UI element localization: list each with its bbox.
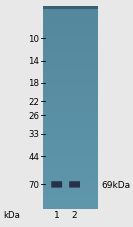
Text: 44: 44 bbox=[28, 152, 39, 161]
Text: 2: 2 bbox=[72, 210, 77, 219]
Bar bbox=[43, 54, 98, 57]
Bar bbox=[43, 202, 98, 205]
Bar bbox=[43, 155, 98, 158]
Bar bbox=[43, 71, 98, 74]
Bar bbox=[43, 7, 98, 10]
Bar bbox=[43, 168, 98, 172]
Bar bbox=[43, 44, 98, 47]
Bar bbox=[43, 165, 98, 168]
Bar bbox=[43, 141, 98, 145]
Bar bbox=[43, 108, 98, 111]
Bar bbox=[43, 199, 98, 202]
Bar bbox=[43, 40, 98, 44]
Bar bbox=[43, 104, 98, 108]
Bar bbox=[43, 81, 98, 84]
Bar bbox=[43, 135, 98, 138]
Bar bbox=[43, 131, 98, 135]
Bar bbox=[43, 182, 98, 185]
Bar bbox=[43, 152, 98, 155]
Bar bbox=[43, 125, 98, 128]
Bar bbox=[43, 84, 98, 88]
Bar bbox=[43, 47, 98, 51]
Bar bbox=[43, 145, 98, 148]
Text: 18: 18 bbox=[28, 79, 39, 88]
Bar bbox=[43, 7, 98, 10]
Bar bbox=[43, 148, 98, 152]
Bar bbox=[43, 94, 98, 98]
Bar bbox=[43, 61, 98, 64]
Bar bbox=[43, 175, 98, 178]
Bar bbox=[43, 14, 98, 17]
Bar bbox=[43, 162, 98, 165]
Text: 33: 33 bbox=[28, 130, 39, 138]
Bar bbox=[43, 101, 98, 104]
Text: 69kDa: 69kDa bbox=[101, 180, 131, 189]
Bar bbox=[43, 128, 98, 131]
Bar bbox=[43, 51, 98, 54]
Bar bbox=[43, 185, 98, 189]
Bar bbox=[43, 10, 98, 14]
Bar bbox=[43, 20, 98, 24]
Bar bbox=[43, 74, 98, 78]
Bar bbox=[43, 88, 98, 91]
Bar bbox=[43, 189, 98, 192]
Bar bbox=[43, 178, 98, 182]
Text: 70: 70 bbox=[28, 180, 39, 189]
Bar bbox=[43, 30, 98, 34]
Bar bbox=[43, 192, 98, 195]
Bar bbox=[43, 98, 98, 101]
Bar bbox=[43, 111, 98, 115]
Bar bbox=[43, 78, 98, 81]
Bar bbox=[43, 27, 98, 30]
Text: 22: 22 bbox=[28, 97, 39, 106]
Bar bbox=[43, 195, 98, 199]
Bar bbox=[43, 172, 98, 175]
FancyBboxPatch shape bbox=[69, 181, 80, 188]
Bar bbox=[43, 138, 98, 141]
Bar bbox=[43, 115, 98, 118]
Bar bbox=[43, 64, 98, 67]
Text: 1: 1 bbox=[54, 210, 60, 219]
FancyBboxPatch shape bbox=[51, 181, 62, 188]
Bar bbox=[43, 24, 98, 27]
Bar bbox=[43, 121, 98, 125]
Text: kDa: kDa bbox=[3, 210, 20, 219]
Bar bbox=[43, 57, 98, 61]
Text: 14: 14 bbox=[28, 57, 39, 66]
Bar bbox=[43, 67, 98, 71]
Bar bbox=[43, 118, 98, 121]
Bar bbox=[43, 17, 98, 20]
Bar bbox=[43, 7, 98, 209]
Text: 10: 10 bbox=[28, 35, 39, 44]
Text: 26: 26 bbox=[28, 111, 39, 120]
Bar bbox=[43, 158, 98, 162]
Bar bbox=[43, 91, 98, 94]
Bar bbox=[43, 205, 98, 209]
Bar bbox=[43, 34, 98, 37]
Bar bbox=[43, 37, 98, 40]
